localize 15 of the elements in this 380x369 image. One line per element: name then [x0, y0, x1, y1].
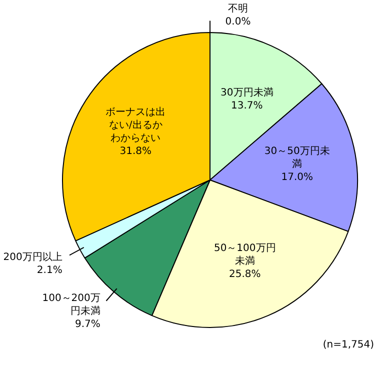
data-label: 2.1% [36, 265, 62, 276]
slice-label: 100～200万円未満 [42, 292, 100, 317]
category-label: 不明 [228, 4, 248, 15]
text: 0.0% [225, 16, 251, 28]
slice-label: 30～50万円未満 [264, 144, 330, 170]
slice-label: ボーナスは出ない/出るかわからない [106, 106, 166, 144]
data-label: 17.0% [281, 172, 314, 183]
data-label: 13.7% [231, 100, 263, 112]
slice-label: 30万円未満 [220, 86, 274, 99]
slice-label: 50～100万円未満 [214, 242, 276, 267]
slice-label: 200万円以上 [3, 251, 62, 264]
text: (n=1,754) [322, 340, 374, 351]
data-label: 9.7% [75, 318, 100, 330]
data-label: 31.8% [120, 146, 152, 158]
data-label: 25.8% [228, 268, 261, 280]
